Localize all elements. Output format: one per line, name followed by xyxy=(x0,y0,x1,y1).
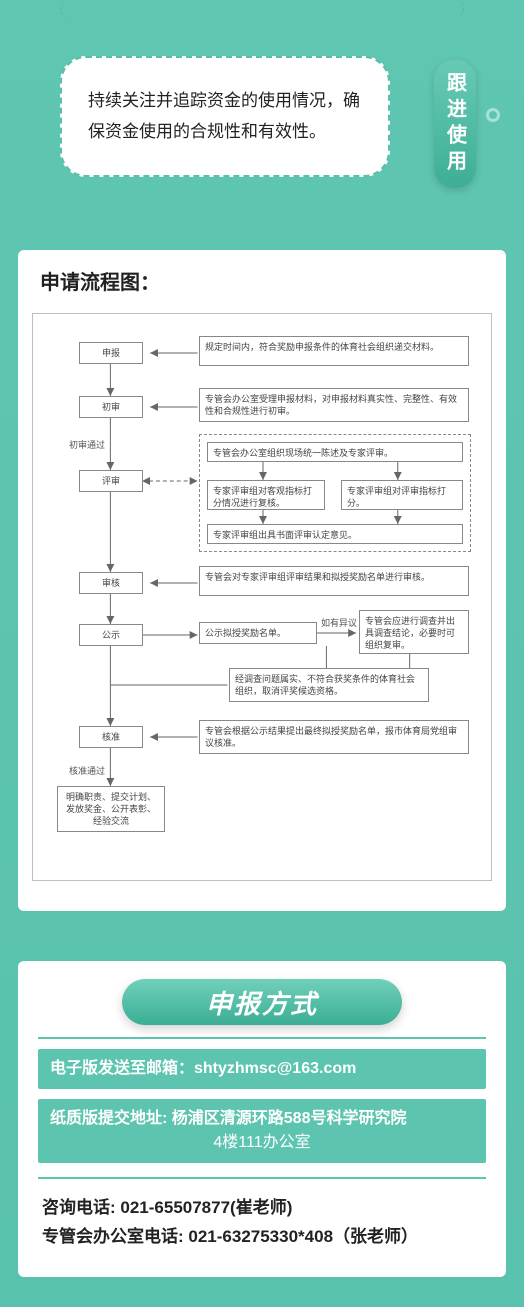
flow-desc-notice: 公示拟授奖励名单。 xyxy=(199,622,317,644)
flow-frame: 申报 初审 评审 审核 公示 核准 明确职责、提交计划、发放奖金、公开表彰、经验… xyxy=(32,313,492,881)
flow-label-pass2: 核准通过 xyxy=(69,764,105,777)
side-dot-icon xyxy=(486,108,500,122)
flow-desc-review1: 专管会办公室受理申报材料，对申报材料真实性、完整性、有效性和合规性进行初审。 xyxy=(199,388,469,422)
flow-label-pass1: 初审通过 xyxy=(69,438,105,451)
consult-phone: 咨询电话: 021-65507877(崔老师) xyxy=(32,1191,492,1220)
paper-line2: 4楼111办公室 xyxy=(50,1131,474,1155)
flowchart-panel: 申请流程图： xyxy=(18,250,506,911)
submission-title: 申报方式 xyxy=(122,979,402,1025)
flow-desc-group: 专管会办公室组织现场统一陈述及专家评审。 xyxy=(207,442,463,462)
flow-node-notice: 公示 xyxy=(79,624,143,646)
flow-label-dispute: 如有异议 xyxy=(321,616,357,629)
divider-mid xyxy=(38,1177,486,1179)
flow-node-apply: 申报 xyxy=(79,342,143,364)
flow-desc-cancel: 经调查问题属实、不符合获奖条件的体育社会组织，取消评奖候选资格。 xyxy=(229,668,429,702)
flow-node-audit: 审核 xyxy=(79,572,143,594)
section-title: 申请流程图： xyxy=(32,260,492,313)
callout-card: 持续关注并追踪资金的使用情况，确保资金使用的合规性和有效性。 xyxy=(60,56,390,177)
callout-section: 持续关注并追踪资金的使用情况，确保资金使用的合规性和有效性。 跟进使用 xyxy=(0,0,524,180)
flow-desc-objection: 专管会应进行调查并出具调查结论，必要时可组织复审。 xyxy=(359,610,469,654)
prev-dashed-edge xyxy=(60,0,464,18)
flowchart: 申报 初审 评审 审核 公示 核准 明确职责、提交计划、发放奖金、公开表彰、经验… xyxy=(41,326,483,856)
flow-desc-obj: 专家评审组对客观指标打分情况进行复核。 xyxy=(207,480,325,510)
flow-desc-audit: 专管会对专家评审组评审结果和拟授奖励名单进行审核。 xyxy=(199,566,469,596)
flow-desc-subj: 专家评审组对评审指标打分。 xyxy=(341,480,463,510)
flow-node-review1: 初审 xyxy=(79,396,143,418)
side-pill-label: 跟进使用 xyxy=(434,60,476,188)
flow-desc-opinion: 专家评审组出具书面评审认定意见。 xyxy=(207,524,463,544)
flow-node-approve: 核准 xyxy=(79,726,143,748)
paper-bar: 纸质版提交地址: 杨浦区清源环路588号科学研究院 4楼111办公室 xyxy=(38,1099,486,1163)
paper-line1: 纸质版提交地址: 杨浦区清源环路588号科学研究院 xyxy=(50,1110,406,1127)
callout-text: 持续关注并追踪资金的使用情况，确保资金使用的合规性和有效性。 xyxy=(88,86,362,147)
flow-node-review2: 评审 xyxy=(79,470,143,492)
flow-node-final: 明确职责、提交计划、发放奖金、公开表彰、经验交流 xyxy=(57,786,165,832)
divider-top xyxy=(38,1037,486,1039)
submission-panel: 申报方式 电子版发送至邮箱：shtyzhmsc@163.com 纸质版提交地址:… xyxy=(18,961,506,1277)
email-bar: 电子版发送至邮箱：shtyzhmsc@163.com xyxy=(38,1049,486,1089)
flow-desc-apply: 规定时间内，符合奖励申报条件的体育社会组织递交材料。 xyxy=(199,336,469,366)
office-phone: 专管会办公室电话: 021-63275330*408（张老师） xyxy=(32,1220,492,1249)
flow-desc-approve: 专管会根据公示结果提出最终拟授奖励名单，报市体育局党组审议核准。 xyxy=(199,720,469,754)
